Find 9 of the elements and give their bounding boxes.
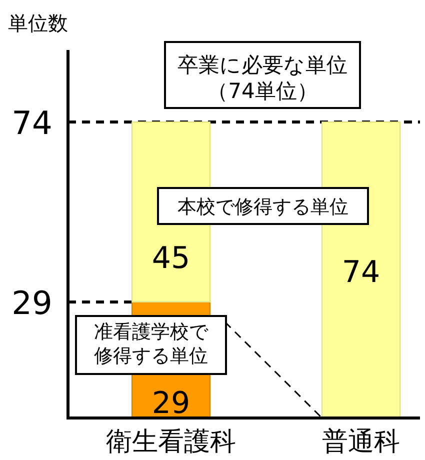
x-tick-label: 普通科	[322, 427, 400, 457]
y-axis-title: 単位数	[8, 11, 68, 35]
data-label: 29	[152, 386, 190, 421]
series-label: 本校で修得する単位	[178, 196, 348, 218]
data-label: 74	[342, 255, 380, 290]
series-label: 准看護学校で修得する単位	[94, 321, 209, 367]
x-tick-label: 衛生看護科	[106, 427, 236, 457]
data-label: 45	[152, 241, 190, 276]
ref-line-label: 卒業に必要な単位（74単位）	[178, 53, 348, 103]
